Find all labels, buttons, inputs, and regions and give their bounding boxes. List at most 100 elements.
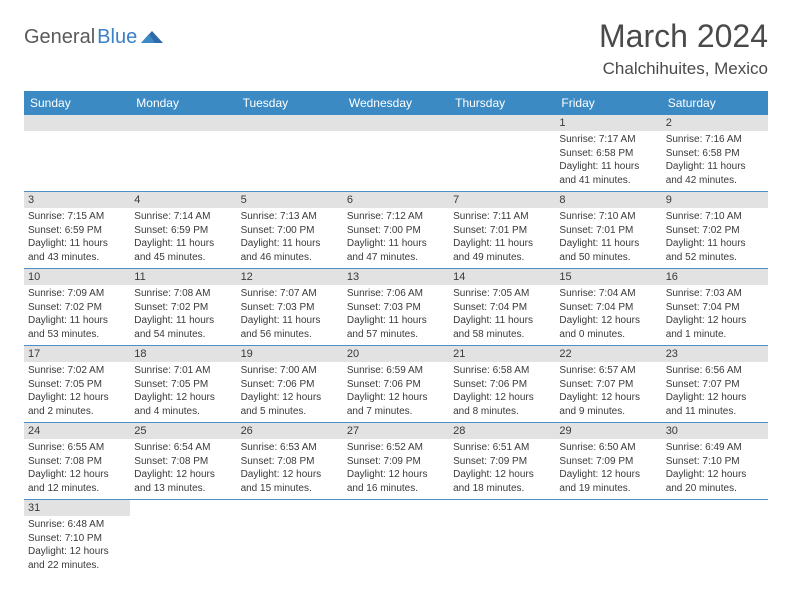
calendar-row: 10Sunrise: 7:09 AMSunset: 7:02 PMDayligh… [24,269,768,346]
day-content: Sunrise: 7:05 AMSunset: 7:04 PMDaylight:… [449,285,555,345]
calendar-cell [343,500,449,577]
daylight-text: Daylight: 11 hours and 47 minutes. [347,237,445,264]
day-content: Sunrise: 6:54 AMSunset: 7:08 PMDaylight:… [130,439,236,499]
daylight-text: Daylight: 11 hours and 42 minutes. [666,160,764,187]
sunrise-text: Sunrise: 7:02 AM [28,364,126,378]
calendar-cell [130,500,236,577]
sunset-text: Sunset: 7:09 PM [347,455,445,469]
calendar-row: 17Sunrise: 7:02 AMSunset: 7:05 PMDayligh… [24,346,768,423]
weekday-header: Sunday [24,91,130,115]
sunset-text: Sunset: 7:02 PM [134,301,232,315]
calendar-cell: 28Sunrise: 6:51 AMSunset: 7:09 PMDayligh… [449,423,555,500]
weekday-header: Wednesday [343,91,449,115]
calendar-cell [662,500,768,577]
calendar-cell: 13Sunrise: 7:06 AMSunset: 7:03 PMDayligh… [343,269,449,346]
sunset-text: Sunset: 7:04 PM [559,301,657,315]
day-content: Sunrise: 7:14 AMSunset: 6:59 PMDaylight:… [130,208,236,268]
sunrise-text: Sunrise: 7:10 AM [666,210,764,224]
day-content: Sunrise: 7:03 AMSunset: 7:04 PMDaylight:… [662,285,768,345]
day-number-empty [343,115,449,131]
day-content: Sunrise: 6:52 AMSunset: 7:09 PMDaylight:… [343,439,449,499]
sunrise-text: Sunrise: 7:09 AM [28,287,126,301]
day-number: 22 [555,346,661,362]
calendar-cell [237,115,343,192]
sunset-text: Sunset: 7:09 PM [559,455,657,469]
calendar-cell: 12Sunrise: 7:07 AMSunset: 7:03 PMDayligh… [237,269,343,346]
day-number: 29 [555,423,661,439]
day-number: 1 [555,115,661,131]
day-number: 4 [130,192,236,208]
sunrise-text: Sunrise: 6:53 AM [241,441,339,455]
daylight-text: Daylight: 12 hours and 11 minutes. [666,391,764,418]
sunrise-text: Sunrise: 7:01 AM [134,364,232,378]
sunset-text: Sunset: 7:01 PM [559,224,657,238]
daylight-text: Daylight: 11 hours and 43 minutes. [28,237,126,264]
calendar-cell: 5 Sunrise: 7:13 AMSunset: 7:00 PMDaylight… [237,192,343,269]
calendar-cell [449,500,555,577]
sunrise-text: Sunrise: 7:17 AM [559,133,657,147]
daylight-text: Daylight: 12 hours and 22 minutes. [28,545,126,572]
sunset-text: Sunset: 7:02 PM [666,224,764,238]
sunrise-text: Sunrise: 7:13 AM [241,210,339,224]
sunset-text: Sunset: 7:00 PM [241,224,339,238]
day-number: 12 [237,269,343,285]
daylight-text: Daylight: 12 hours and 20 minutes. [666,468,764,495]
daylight-text: Daylight: 12 hours and 4 minutes. [134,391,232,418]
sunset-text: Sunset: 7:07 PM [666,378,764,392]
sunrise-text: Sunrise: 6:58 AM [453,364,551,378]
sunrise-text: Sunrise: 6:57 AM [559,364,657,378]
day-number: 28 [449,423,555,439]
day-number: 20 [343,346,449,362]
sunset-text: Sunset: 6:59 PM [28,224,126,238]
sunrise-text: Sunrise: 7:07 AM [241,287,339,301]
day-number: 26 [237,423,343,439]
sunset-text: Sunset: 7:07 PM [559,378,657,392]
daylight-text: Daylight: 12 hours and 12 minutes. [28,468,126,495]
day-content: Sunrise: 7:16 AMSunset: 6:58 PMDaylight:… [662,131,768,191]
day-content: Sunrise: 7:07 AMSunset: 7:03 PMDaylight:… [237,285,343,345]
calendar-cell: 24Sunrise: 6:55 AMSunset: 7:08 PMDayligh… [24,423,130,500]
daylight-text: Daylight: 11 hours and 49 minutes. [453,237,551,264]
calendar-cell: 11Sunrise: 7:08 AMSunset: 7:02 PMDayligh… [130,269,236,346]
sunset-text: Sunset: 6:58 PM [559,147,657,161]
calendar-cell: 20Sunrise: 6:59 AMSunset: 7:06 PMDayligh… [343,346,449,423]
weekday-header: Thursday [449,91,555,115]
day-content: Sunrise: 7:17 AMSunset: 6:58 PMDaylight:… [555,131,661,191]
calendar-cell: 1Sunrise: 7:17 AMSunset: 6:58 PMDaylight… [555,115,661,192]
calendar-cell [555,500,661,577]
day-content: Sunrise: 6:53 AMSunset: 7:08 PMDaylight:… [237,439,343,499]
day-content: Sunrise: 7:09 AMSunset: 7:02 PMDaylight:… [24,285,130,345]
day-number: 11 [130,269,236,285]
calendar-cell: 29Sunrise: 6:50 AMSunset: 7:09 PMDayligh… [555,423,661,500]
daylight-text: Daylight: 11 hours and 56 minutes. [241,314,339,341]
day-content: Sunrise: 6:59 AMSunset: 7:06 PMDaylight:… [343,362,449,422]
calendar-row: 1Sunrise: 7:17 AMSunset: 6:58 PMDaylight… [24,115,768,192]
daylight-text: Daylight: 12 hours and 0 minutes. [559,314,657,341]
calendar-cell [130,115,236,192]
sunrise-text: Sunrise: 6:55 AM [28,441,126,455]
day-content: Sunrise: 7:06 AMSunset: 7:03 PMDaylight:… [343,285,449,345]
sunrise-text: Sunrise: 6:49 AM [666,441,764,455]
sunset-text: Sunset: 7:01 PM [453,224,551,238]
sunset-text: Sunset: 7:04 PM [666,301,764,315]
day-number-empty [24,115,130,131]
calendar-cell: 14Sunrise: 7:05 AMSunset: 7:04 PMDayligh… [449,269,555,346]
day-content: Sunrise: 7:12 AMSunset: 7:00 PMDaylight:… [343,208,449,268]
day-number: 5 [237,192,343,208]
calendar-cell: 30Sunrise: 6:49 AMSunset: 7:10 PMDayligh… [662,423,768,500]
weekday-header-row: Sunday Monday Tuesday Wednesday Thursday… [24,91,768,115]
day-content: Sunrise: 7:08 AMSunset: 7:02 PMDaylight:… [130,285,236,345]
day-content: Sunrise: 6:49 AMSunset: 7:10 PMDaylight:… [662,439,768,499]
sunset-text: Sunset: 7:10 PM [28,532,126,546]
day-number-empty [237,115,343,131]
calendar-cell: 6Sunrise: 7:12 AMSunset: 7:00 PMDaylight… [343,192,449,269]
day-content: Sunrise: 6:50 AMSunset: 7:09 PMDaylight:… [555,439,661,499]
sunset-text: Sunset: 7:06 PM [347,378,445,392]
sunset-text: Sunset: 7:09 PM [453,455,551,469]
calendar-row: 24Sunrise: 6:55 AMSunset: 7:08 PMDayligh… [24,423,768,500]
sunrise-text: Sunrise: 6:54 AM [134,441,232,455]
day-content: Sunrise: 6:58 AMSunset: 7:06 PMDaylight:… [449,362,555,422]
calendar-cell: 8Sunrise: 7:10 AMSunset: 7:01 PMDaylight… [555,192,661,269]
daylight-text: Daylight: 11 hours and 46 minutes. [241,237,339,264]
sunset-text: Sunset: 7:10 PM [666,455,764,469]
